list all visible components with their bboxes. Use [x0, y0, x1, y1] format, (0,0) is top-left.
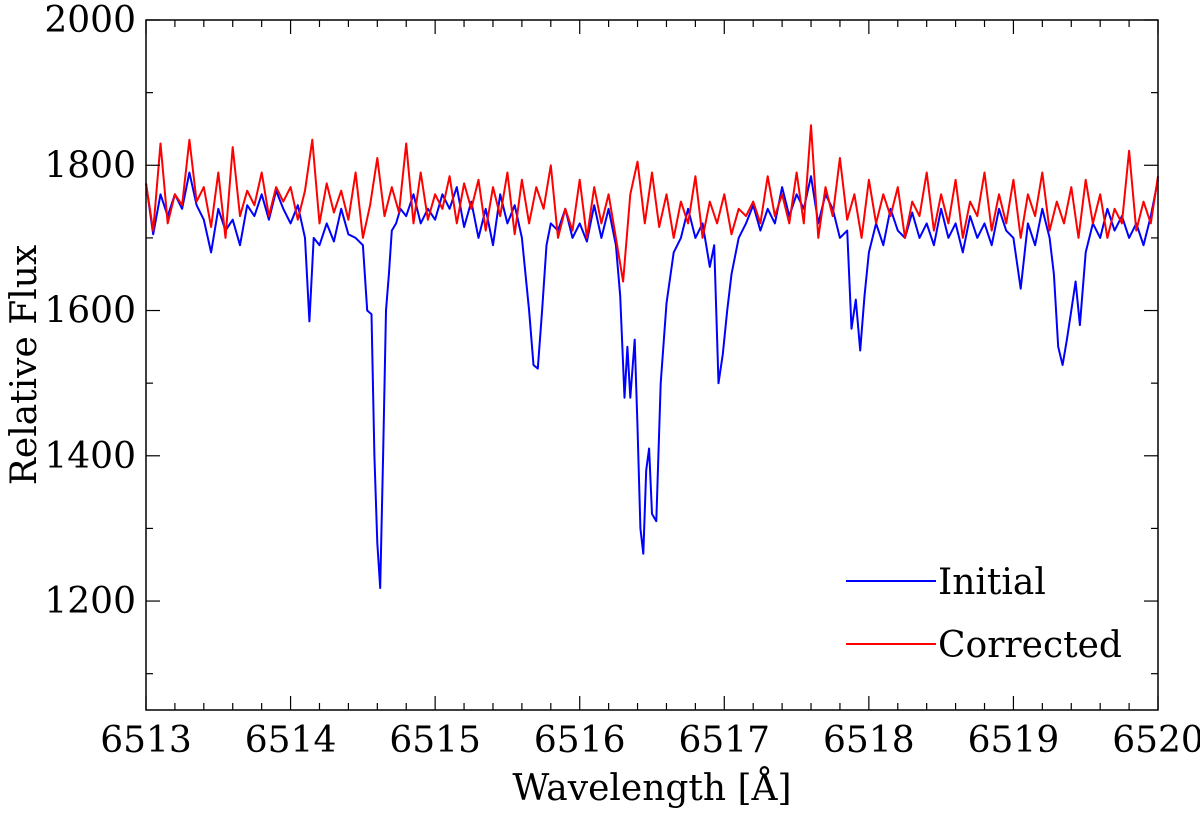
x-tick-label: 6516 [534, 720, 626, 761]
series-layer [145, 124, 1159, 589]
x-tick-label: 6520 [1112, 720, 1200, 761]
x-tick-label: 6515 [389, 720, 481, 761]
legend-label-corrected: Corrected [938, 625, 1122, 666]
series-line-initial [145, 171, 1159, 589]
y-tick-label: 1600 [44, 291, 136, 332]
x-tick-label: 6518 [823, 720, 915, 761]
x-axis-title: Wavelength [Å] [512, 767, 791, 809]
x-tick-label: 6519 [968, 720, 1060, 761]
ticks-layer [145, 19, 1159, 710]
legend-label-initial: Initial [938, 562, 1046, 603]
tick-labels-layer: 6513 6514 6515 6516 6517 6518 6519 6520 1200 1400… [44, 0, 1200, 761]
series-line-corrected [145, 124, 1159, 283]
y-tick-label: 1200 [44, 581, 136, 622]
legend: Initial Corrected [846, 562, 1122, 666]
x-tick-label: 6514 [245, 720, 337, 761]
x-tick-label: 6517 [678, 720, 770, 761]
y-tick-label: 2000 [44, 0, 136, 41]
x-tick-label: 6513 [100, 720, 192, 761]
plot-frame [145, 19, 1159, 711]
y-axis-title: Relative Flux [4, 245, 45, 485]
y-tick-label: 1400 [44, 436, 136, 477]
y-tick-label: 1800 [44, 145, 136, 186]
